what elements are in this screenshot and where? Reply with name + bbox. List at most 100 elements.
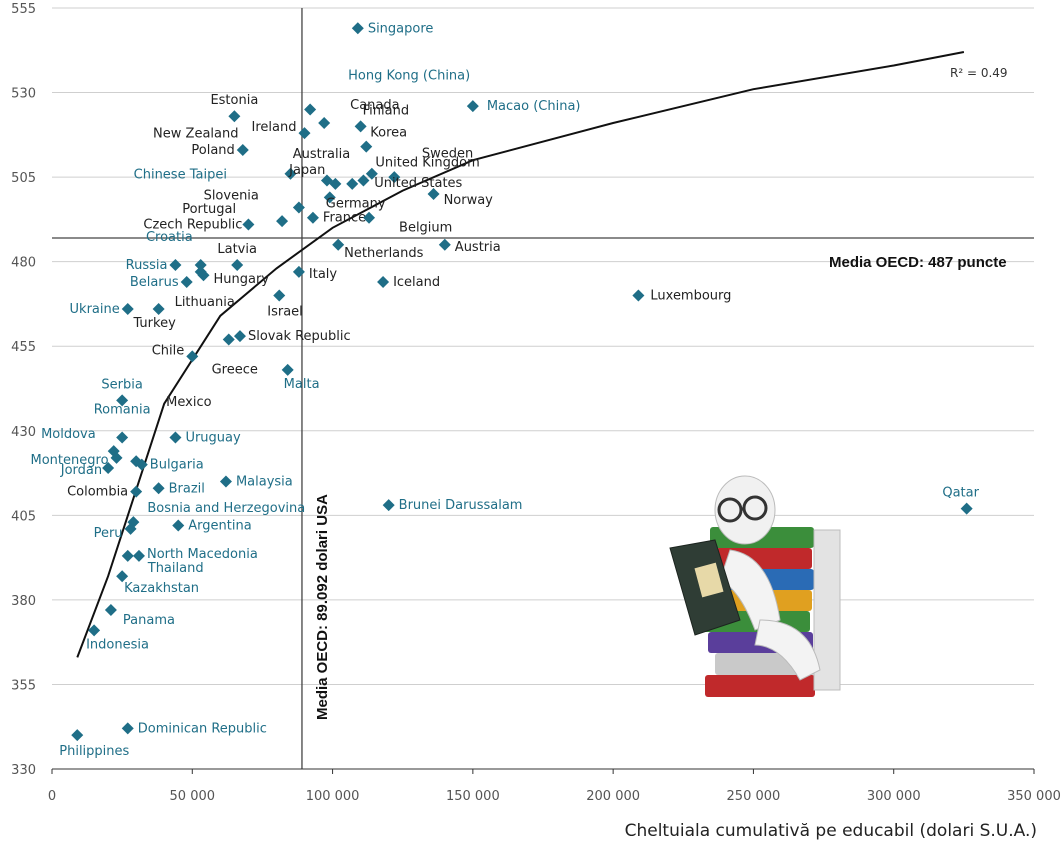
reader-figure xyxy=(669,475,821,681)
point-greece xyxy=(222,333,235,346)
y-tick-label: 480 xyxy=(11,256,36,271)
point-label-malta: Malta xyxy=(284,377,320,392)
point-bulgaria xyxy=(135,458,148,471)
point-label-croatia: Croatia xyxy=(146,230,193,245)
point-turkey xyxy=(152,303,165,316)
point-label-portugal: Portugal xyxy=(182,202,236,217)
point-label-australia: Australia xyxy=(293,147,351,162)
y-tick-label: 405 xyxy=(11,509,36,524)
point-label-romania: Romania xyxy=(94,403,151,418)
y-tick-label: 330 xyxy=(11,763,36,778)
y-tick-label: 430 xyxy=(11,425,36,440)
point-ireland xyxy=(298,127,311,140)
point-label-hong-kong-china: Hong Kong (China) xyxy=(348,68,470,83)
point-chile xyxy=(186,350,199,363)
point-label-slovak-republic: Slovak Republic xyxy=(248,329,351,344)
point-norway xyxy=(427,188,440,201)
x-tick-label: 300 000 xyxy=(867,789,921,804)
point-label-macao-china: Macao (China) xyxy=(487,99,581,114)
point-north-macedonia xyxy=(132,549,145,562)
x-tick-label: 350 000 xyxy=(1007,789,1061,804)
point-label-latvia: Latvia xyxy=(217,242,257,257)
point-colombia xyxy=(130,485,143,498)
oecd-mean-spending-label: Media OECD: 89.092 dolari USA xyxy=(314,494,331,720)
point-jordan xyxy=(102,461,115,474)
point-label-peru: Peru xyxy=(94,526,123,541)
point-bosnia-and-herzegovina xyxy=(127,516,140,529)
point-sweden xyxy=(365,167,378,180)
point-united-states xyxy=(388,171,401,184)
r-squared-label: R² = 0.49 xyxy=(950,66,1008,80)
chart-texts: R² = 0.49 Media OECD: 487 puncte Media O… xyxy=(314,66,1037,841)
point-brazil xyxy=(152,482,165,495)
x-tick-label: 250 000 xyxy=(727,789,781,804)
point-ukraine xyxy=(121,303,134,316)
point-peru xyxy=(124,522,137,535)
point-label-estonia: Estonia xyxy=(210,93,258,108)
point-united-kingdom xyxy=(357,174,370,187)
point-australia xyxy=(346,177,359,190)
point-label-hungary: Hungary xyxy=(214,272,270,287)
point-label-germany: Germany xyxy=(326,196,386,211)
point-label-israel: Israel xyxy=(267,304,303,319)
point-qatar xyxy=(960,502,973,515)
point-belgium xyxy=(363,211,376,224)
point-label-france: France xyxy=(323,211,366,226)
point-label-chile: Chile xyxy=(152,343,185,358)
point-label-brazil: Brazil xyxy=(169,481,205,496)
point-macao-china xyxy=(466,100,479,113)
x-tick-label: 0 xyxy=(48,789,56,804)
point-austria xyxy=(438,238,451,251)
point-latvia xyxy=(231,259,244,272)
point-label-argentina: Argentina xyxy=(188,518,251,533)
x-tick-label: 150 000 xyxy=(446,789,500,804)
point-label-jordan: Jordan xyxy=(60,463,102,478)
point-slovak-republic xyxy=(233,330,246,343)
point-netherlands xyxy=(332,238,345,251)
point-brunei-darussalam xyxy=(382,499,395,512)
point-malta xyxy=(281,363,294,376)
point-russia xyxy=(169,259,182,272)
point-estonia xyxy=(228,110,241,123)
point-label-chinese-taipei: Chinese Taipei xyxy=(134,167,227,182)
y-tick-label: 455 xyxy=(11,340,36,355)
point-label-serbia: Serbia xyxy=(101,377,142,392)
point-france xyxy=(306,211,319,224)
point-slovenia xyxy=(292,201,305,214)
point-label-italy: Italy xyxy=(309,267,338,282)
point-label-malaysia: Malaysia xyxy=(236,475,293,490)
point-luxembourg xyxy=(632,289,645,302)
point-label-lithuania: Lithuania xyxy=(175,295,235,310)
point-label-ukraine: Ukraine xyxy=(70,302,120,317)
point-chinese-taipei xyxy=(320,174,333,187)
point-finland xyxy=(354,120,367,133)
reader-illustration xyxy=(669,475,841,697)
point-label-greece: Greece xyxy=(212,362,258,377)
point-label-qatar: Qatar xyxy=(942,486,979,501)
point-argentina xyxy=(172,519,185,532)
x-tick-label: 200 000 xyxy=(586,789,640,804)
point-label-austria: Austria xyxy=(455,240,501,255)
point-label-canada: Canada xyxy=(350,98,399,113)
x-axis-title: Cheltuiala cumulativă pe educabil (dolar… xyxy=(625,821,1037,841)
point-belarus xyxy=(180,275,193,288)
point-portugal xyxy=(276,215,289,228)
point-malaysia xyxy=(219,475,232,488)
point-label-slovenia: Slovenia xyxy=(204,189,259,204)
axes: 330 355 380 405 430 455 480 505 530 555 0 50 000 100… xyxy=(11,2,1061,804)
point-uruguay xyxy=(169,431,182,444)
point-label-kazakhstan: Kazakhstan xyxy=(124,581,199,596)
x-tick-label: 100 000 xyxy=(306,789,360,804)
point-label-norway: Norway xyxy=(444,193,494,208)
point-label-sweden: Sweden xyxy=(422,147,473,162)
point-iceland xyxy=(377,275,390,288)
point-label-singapore: Singapore xyxy=(368,21,434,36)
point-label-united-states: United States xyxy=(374,176,462,191)
y-tick-label: 380 xyxy=(11,594,36,609)
point-label-czech-republic: Czech Republic xyxy=(143,217,242,232)
point-israel xyxy=(273,289,286,302)
y-tick-label: 505 xyxy=(11,171,36,186)
grid-lines xyxy=(52,7,1034,770)
point-label-korea: Korea xyxy=(370,126,407,141)
